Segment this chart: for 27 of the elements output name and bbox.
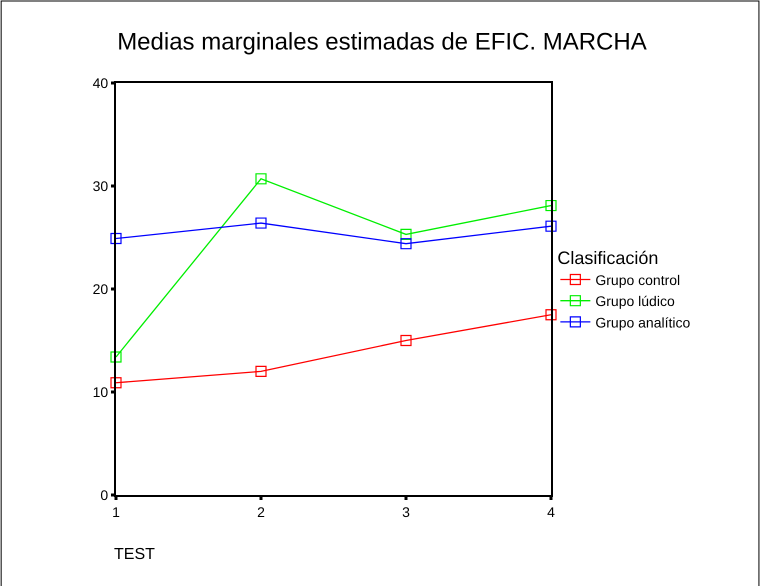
x-axis-title: TEST: [114, 546, 156, 563]
legend-title: Clasificación: [557, 248, 658, 268]
x-tick-label: 4: [547, 504, 556, 520]
point: [400, 238, 412, 250]
point: [110, 351, 122, 363]
point: [545, 309, 557, 320]
point: [255, 366, 267, 377]
x-tick-label: 2: [257, 504, 266, 520]
point: [400, 334, 412, 346]
y-tick-label: 10: [92, 384, 108, 400]
y-tick-label: 40: [92, 74, 108, 91]
point: [110, 232, 122, 244]
x-tick-label: 1: [112, 504, 120, 520]
y-tick-label: 30: [92, 178, 108, 194]
legend-label: Grupo lúdico: [595, 293, 675, 310]
point: [110, 377, 122, 388]
point: [255, 217, 267, 229]
point: [400, 228, 412, 240]
legend-label: Grupo control: [595, 272, 680, 288]
chart-title: Medias marginales estimadas de EFIC. MARCHA: [117, 28, 647, 56]
point: [545, 220, 557, 232]
legend-label: Grupo analítico: [595, 314, 691, 330]
point: [255, 173, 267, 184]
y-tick-label: 0: [100, 486, 108, 503]
x-tick-label: 3: [402, 504, 410, 520]
y-tick-label: 20: [92, 280, 108, 297]
point: [545, 200, 557, 212]
